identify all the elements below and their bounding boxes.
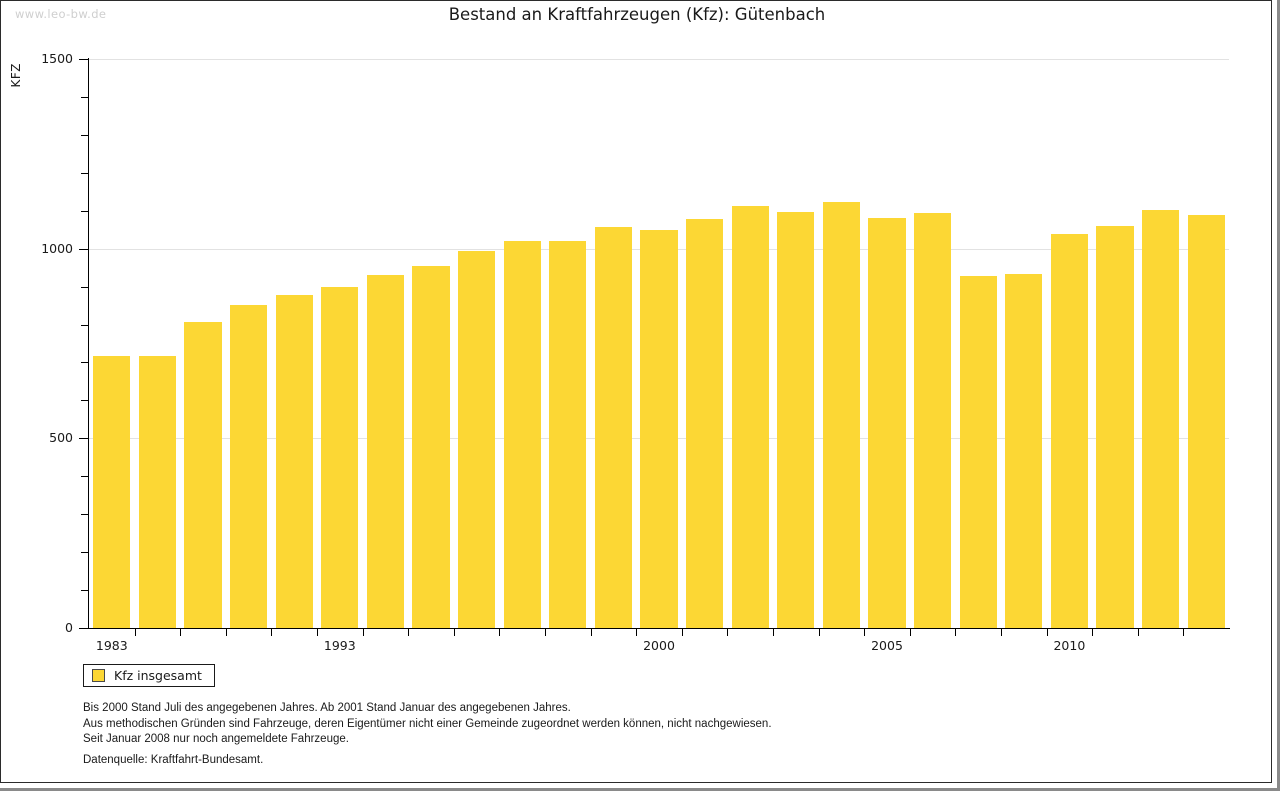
plot-area <box>89 59 1229 628</box>
bar[interactable] <box>366 274 404 628</box>
y-axis-minor-tick <box>81 476 88 478</box>
x-axis-tick <box>909 629 911 636</box>
x-axis-tick <box>362 629 364 636</box>
x-axis-tick <box>1046 629 1048 636</box>
x-axis-tick-label: 2005 <box>871 638 903 653</box>
x-axis-tick <box>590 629 592 636</box>
bar[interactable] <box>275 294 313 628</box>
bar[interactable] <box>1096 225 1134 628</box>
x-axis-tick-label: 2010 <box>1053 638 1086 653</box>
x-axis-tick <box>864 629 866 636</box>
y-axis-tick-label: 0 <box>65 620 73 635</box>
x-axis-tick-label: 1983 <box>95 638 128 653</box>
x-axis-tick <box>727 629 729 636</box>
bar[interactable] <box>230 305 268 628</box>
x-axis-line <box>88 628 1230 629</box>
y-axis-minor-tick <box>81 210 88 212</box>
y-axis-line <box>88 58 89 629</box>
y-axis-minor-tick <box>81 134 88 136</box>
x-axis-tick <box>453 629 455 636</box>
x-axis-tick <box>317 629 318 636</box>
y-axis-tick-label: 500 <box>49 430 73 446</box>
x-axis-tick <box>408 629 410 636</box>
x-axis-tick <box>773 629 774 636</box>
y-axis-minor-tick <box>81 286 88 288</box>
bar[interactable] <box>959 275 997 628</box>
watermark-text: www.leo-bw.de <box>15 7 107 21</box>
bar[interactable] <box>640 230 678 628</box>
legend-color-swatch <box>92 669 105 682</box>
footnote-line: Aus methodischen Gründen sind Fahrzeuge,… <box>83 717 772 730</box>
bar[interactable] <box>412 265 450 628</box>
y-axis-major-tick <box>79 248 88 250</box>
bar[interactable] <box>777 212 815 628</box>
x-axis-tick <box>636 629 638 636</box>
x-axis-tick <box>681 629 683 636</box>
x-axis-tick <box>1001 629 1002 636</box>
footnote-line: Bis 2000 Stand Juli des angegebenen Jahr… <box>83 702 571 714</box>
footnotes: Bis 2000 Stand Juli des angegebenen Jahr… <box>83 701 1083 748</box>
y-axis-minor-tick <box>81 324 88 326</box>
y-axis-minor-tick <box>81 96 88 98</box>
y-axis-minor-tick <box>81 400 88 402</box>
bar[interactable] <box>184 322 222 628</box>
x-axis-tick <box>1137 629 1139 636</box>
x-axis-tick <box>1092 629 1094 636</box>
bar[interactable] <box>822 201 860 628</box>
bar[interactable] <box>686 219 724 628</box>
gridline <box>89 59 1229 60</box>
bar[interactable] <box>1142 209 1180 628</box>
bar[interactable] <box>138 356 176 628</box>
bar[interactable] <box>93 356 131 628</box>
bar[interactable] <box>458 250 496 628</box>
x-axis-tick <box>818 629 820 636</box>
x-axis-tick <box>955 629 957 636</box>
y-axis-minor-tick <box>81 172 88 174</box>
x-axis-tick <box>499 629 501 636</box>
y-axis-label: KFZ <box>9 63 23 88</box>
y-axis-tick-label: 1500 <box>41 51 73 66</box>
y-axis-minor-tick <box>81 590 88 592</box>
data-source-note: Datenquelle: Kraftfahrt-Bundesamt. <box>83 754 264 766</box>
y-axis-minor-tick <box>81 362 88 364</box>
bar[interactable] <box>868 217 906 628</box>
x-axis-tick-label: 1993 <box>323 638 356 653</box>
bar[interactable] <box>914 213 952 628</box>
chart-title: Bestand an Kraftfahrzeugen (Kfz): Gütenb… <box>448 5 826 24</box>
legend-label: Kfz insgesamt <box>114 668 202 683</box>
bar[interactable] <box>503 241 541 628</box>
bar[interactable] <box>1050 233 1088 628</box>
x-axis-tick <box>180 629 182 636</box>
y-axis-major-tick <box>79 438 88 440</box>
x-axis-tick <box>271 629 273 636</box>
bar[interactable] <box>321 286 359 628</box>
bar[interactable] <box>731 206 769 628</box>
bar[interactable] <box>1187 214 1225 628</box>
bar[interactable] <box>594 226 632 628</box>
chart-legend[interactable]: Kfz insgesamt <box>83 664 215 687</box>
x-axis-tick <box>1183 629 1185 636</box>
y-axis-tick-label: 1000 <box>41 240 73 256</box>
y-axis-minor-tick <box>81 514 88 516</box>
footnote-line: Seit Januar 2008 nur noch angemeldete Fa… <box>83 733 349 746</box>
x-axis-tick <box>225 629 227 636</box>
bar[interactable] <box>549 241 587 628</box>
y-axis-major-tick <box>79 628 88 629</box>
y-axis-minor-tick <box>81 552 88 554</box>
y-axis-major-tick <box>79 59 88 60</box>
bar[interactable] <box>1005 273 1043 628</box>
x-axis-tick-label: 2000 <box>643 638 675 653</box>
x-axis-tick <box>134 629 136 636</box>
x-axis-tick <box>545 629 546 636</box>
